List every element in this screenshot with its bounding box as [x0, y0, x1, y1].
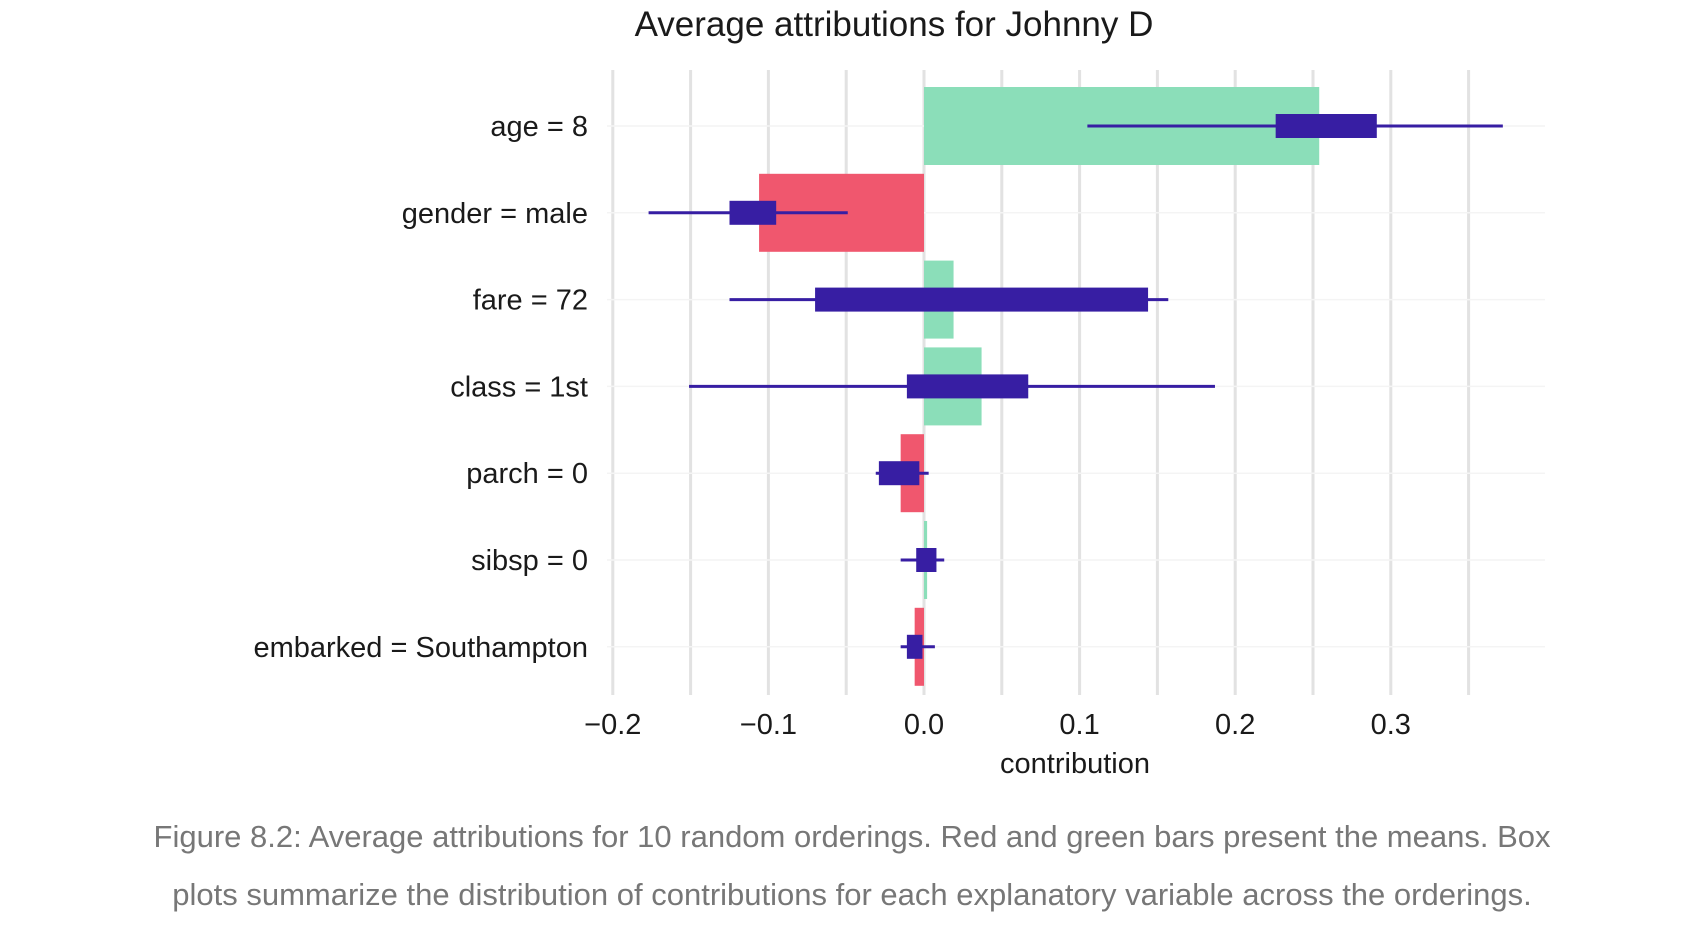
x-axis-tick-label: 0.0	[904, 709, 944, 741]
x-axis-tick-label: 0.2	[1215, 709, 1255, 741]
boxplot-box	[916, 548, 937, 572]
y-axis-labels: age = 8 gender = male fare = 72 class = 1st…	[253, 111, 588, 664]
x-axis-tick-label: 0.1	[1059, 709, 1099, 741]
chart-title: Average attributions for Johnny D	[635, 5, 1154, 44]
boxplot-box	[815, 287, 1149, 312]
y-axis-label: parch = 0	[466, 458, 588, 490]
boxplot-box	[878, 461, 920, 486]
boxplots	[648, 114, 1503, 659]
caption-line-1: Figure 8.2: Average attributions for 10 …	[153, 819, 1551, 854]
y-axis-label: gender = male	[402, 198, 588, 230]
x-axis-tick-label: 0.3	[1371, 709, 1411, 741]
attribution-chart: Average attributions for Johnny D age = …	[253, 5, 1545, 780]
boxplot-box	[906, 374, 1029, 399]
boxplot-box	[906, 634, 923, 659]
y-axis-label: sibsp = 0	[471, 545, 588, 577]
x-axis-tick-labels: −0.2 −0.1 0.0 0.1 0.2 0.3	[584, 709, 1411, 741]
x-axis-title: contribution	[1000, 748, 1150, 780]
figure-caption: Figure 8.2: Average attributions for 10 …	[0, 808, 1704, 924]
caption-line-2: plots summarize the distribution of cont…	[172, 877, 1532, 912]
boxplot-box	[729, 200, 777, 225]
y-axis-label: fare = 72	[473, 285, 588, 317]
y-axis-label: embarked = Southampton	[253, 632, 588, 664]
y-axis-label: class = 1st	[450, 371, 588, 403]
boxplot-box	[1275, 114, 1377, 138]
x-axis-tick-label: −0.2	[584, 709, 641, 741]
x-axis-tick-label: −0.1	[740, 709, 797, 741]
y-axis-label: age = 8	[490, 111, 588, 143]
